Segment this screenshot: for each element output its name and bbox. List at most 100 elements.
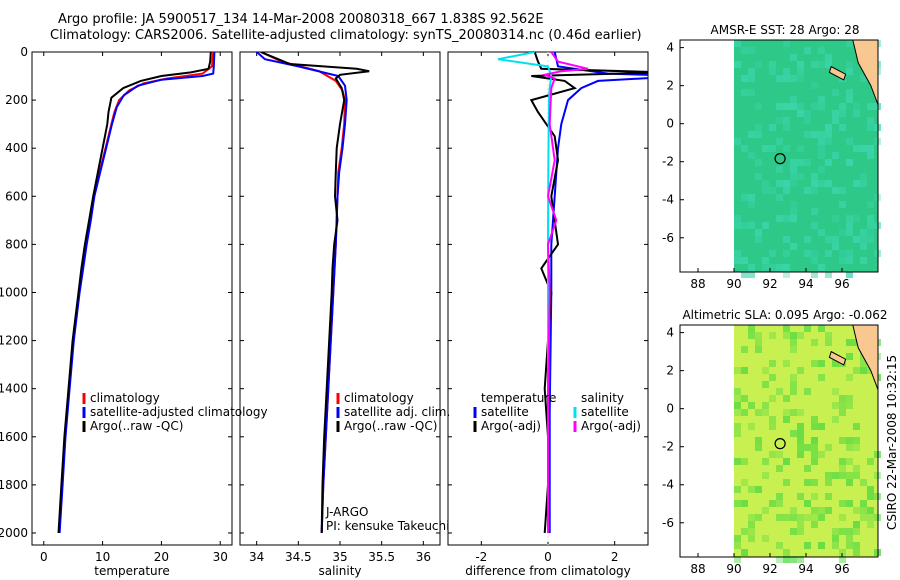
map-cell: [790, 409, 797, 416]
map-cell: [748, 486, 755, 493]
y-tick-label: 1800: [0, 478, 28, 492]
map-cell: [776, 180, 783, 187]
map-cell: [734, 423, 741, 430]
map-cell: [853, 423, 860, 430]
x-axis-label: temperature: [94, 564, 169, 578]
map-cell: [846, 353, 853, 360]
map-cell: [755, 173, 762, 180]
y-tick-label: -4: [662, 478, 674, 492]
map-cell: [797, 409, 804, 416]
legend-item-argo-label: Argo(..raw -QC): [90, 419, 183, 433]
map-cell: [790, 374, 797, 381]
map-cell: [860, 173, 867, 180]
x-tick-label: 90: [726, 562, 741, 576]
map-cell: [846, 68, 853, 75]
annotation-program: J-ARGO: [325, 505, 368, 519]
y-tick-label: 200: [5, 93, 28, 107]
map-cell: [846, 96, 853, 103]
map-cell: [783, 40, 790, 47]
map-cell: [790, 180, 797, 187]
map-cell: [783, 458, 790, 465]
map-cell: [783, 187, 790, 194]
map-panel-1: Altimetric SLA: 0.095 Argo: -0.062 88 90 92…: [662, 308, 888, 576]
map-cell: [839, 395, 846, 402]
map-cell: [797, 423, 804, 430]
map-cell: [811, 444, 818, 451]
legend-item-sal-satellite-label: satellite: [581, 405, 629, 419]
map-cell: [804, 236, 811, 243]
map-cell: [783, 479, 790, 486]
map-cell: [734, 395, 741, 402]
map-cell: [734, 402, 741, 409]
map-cell: [839, 556, 846, 563]
map-cell: [846, 395, 853, 402]
map-cell: [825, 250, 832, 257]
map-cell: [825, 493, 832, 500]
map-cell: [804, 388, 811, 395]
map-cell: [811, 187, 818, 194]
legend-item-sal-argo-label: Argo(-adj): [581, 419, 641, 433]
map-cell: [811, 173, 818, 180]
map-cell: [790, 430, 797, 437]
map-cell: [846, 61, 853, 68]
map-cell: [804, 110, 811, 117]
map-cell: [762, 535, 769, 542]
map-cell: [762, 145, 769, 152]
map-cell: [860, 367, 867, 374]
map-cell: [748, 68, 755, 75]
map-cell: [804, 465, 811, 472]
map-cell: [811, 257, 818, 264]
map-cell: [783, 264, 790, 271]
map-cell: [818, 451, 825, 458]
map-cell: [748, 514, 755, 521]
map-cell: [853, 472, 860, 479]
map-cell: [846, 374, 853, 381]
map-cell: [846, 215, 853, 222]
x-tick-label: 96: [834, 562, 849, 576]
map-cell: [832, 236, 839, 243]
map-cell: [846, 479, 853, 486]
map-cell: [769, 500, 776, 507]
map-cell: [769, 124, 776, 131]
legend-item-satellite-adj-label: satellite adj. clim.: [344, 405, 450, 419]
map-cell: [811, 507, 818, 514]
map-cell: [748, 89, 755, 96]
x-tick-label: 36: [416, 550, 431, 564]
map-cell: [825, 131, 832, 138]
map-cell: [748, 325, 755, 332]
map-cell: [762, 222, 769, 229]
map-cell: [769, 451, 776, 458]
map-cell: [846, 542, 853, 549]
map-cell: [790, 339, 797, 346]
map-cell: [853, 145, 860, 152]
map-cell: [734, 222, 741, 229]
map-cell: [846, 339, 853, 346]
map-cell: [734, 215, 741, 222]
land-island: [828, 350, 847, 366]
panel-frame: [31, 51, 233, 546]
map-cell: [867, 521, 874, 528]
map-cell: [762, 409, 769, 416]
map-cell: [818, 152, 825, 159]
y-tick-label: 1400: [0, 382, 28, 396]
map-cell: [790, 201, 797, 208]
map-cell: [734, 535, 741, 542]
map-cell: [804, 500, 811, 507]
map-cell: [797, 556, 804, 563]
map-cell: [797, 173, 804, 180]
map-cell: [783, 549, 790, 556]
map-cell: [748, 47, 755, 54]
map-cell: [867, 486, 874, 493]
map-cell: [818, 423, 825, 430]
map-cell: [797, 159, 804, 166]
map-cell: [839, 409, 846, 416]
map-cell: [818, 507, 825, 514]
map-cell: [853, 528, 860, 535]
x-tick-label: 92: [762, 562, 777, 576]
map-cell: [755, 339, 762, 346]
map-cell: [846, 222, 853, 229]
map-cell: [790, 346, 797, 353]
map-cell: [825, 332, 832, 339]
